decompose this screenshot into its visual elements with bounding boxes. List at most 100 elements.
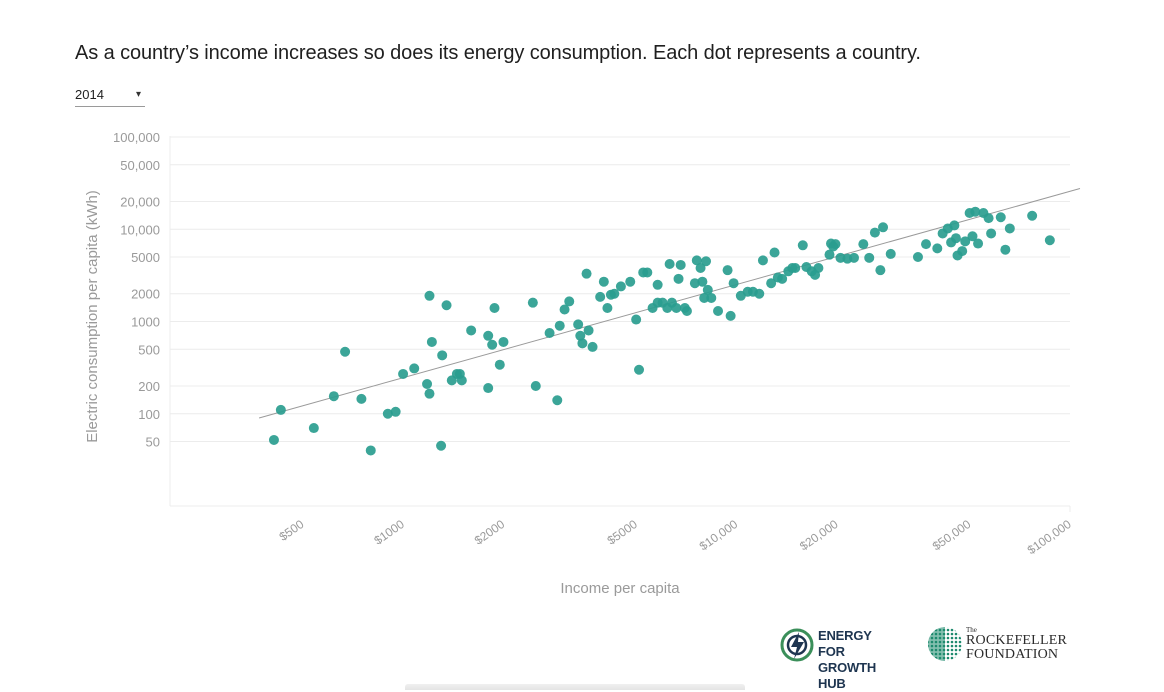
country-point[interactable] — [409, 363, 420, 374]
country-point[interactable] — [441, 300, 452, 311]
country-point[interactable] — [365, 445, 376, 456]
country-point[interactable] — [754, 288, 765, 299]
country-point[interactable] — [530, 380, 541, 391]
country-point[interactable] — [356, 393, 367, 404]
country-point[interactable] — [527, 297, 538, 308]
country-point[interactable] — [390, 406, 401, 417]
country-point[interactable] — [642, 267, 653, 278]
country-point[interactable] — [689, 278, 700, 289]
country-point[interactable] — [595, 291, 606, 302]
country-point[interactable] — [912, 252, 923, 263]
country-point[interactable] — [664, 259, 675, 270]
country-point[interactable] — [498, 336, 509, 347]
country-point[interactable] — [382, 408, 393, 419]
country-point[interactable] — [602, 303, 613, 314]
country-point[interactable] — [631, 314, 642, 325]
country-point[interactable] — [699, 292, 710, 303]
country-point[interactable] — [875, 265, 886, 276]
country-point[interactable] — [552, 395, 563, 406]
country-point[interactable] — [722, 265, 733, 276]
country-point[interactable] — [1004, 223, 1015, 234]
country-point[interactable] — [973, 238, 984, 249]
country-point[interactable] — [577, 338, 588, 349]
country-point[interactable] — [950, 233, 961, 244]
country-point[interactable] — [625, 276, 636, 287]
country-point[interactable] — [869, 227, 880, 238]
country-point[interactable] — [652, 279, 663, 290]
country-point[interactable] — [598, 276, 609, 287]
country-point[interactable] — [878, 222, 889, 233]
country-point[interactable] — [949, 220, 960, 231]
country-point[interactable] — [921, 239, 932, 250]
country-point[interactable] — [483, 383, 494, 394]
country-point[interactable] — [398, 368, 409, 379]
country-point[interactable] — [308, 423, 319, 434]
country-point[interactable] — [634, 364, 645, 375]
country-point[interactable] — [830, 239, 841, 250]
country-point[interactable] — [424, 388, 435, 399]
country-point[interactable] — [995, 212, 1006, 223]
country-point[interactable] — [970, 206, 981, 217]
country-point[interactable] — [1044, 235, 1055, 246]
country-point[interactable] — [697, 276, 708, 287]
country-point[interactable] — [932, 243, 943, 254]
country-point[interactable] — [1000, 244, 1011, 255]
country-point[interactable] — [615, 281, 626, 292]
country-point[interactable] — [456, 375, 467, 386]
country-point[interactable] — [489, 303, 500, 314]
country-point[interactable] — [813, 263, 824, 274]
country-point[interactable] — [675, 259, 686, 270]
country-point[interactable] — [967, 231, 978, 242]
country-point[interactable] — [483, 330, 494, 341]
country-point[interactable] — [713, 305, 724, 316]
country-point[interactable] — [957, 246, 968, 257]
country-point[interactable] — [671, 303, 682, 314]
country-point[interactable] — [609, 288, 620, 299]
country-point[interactable] — [769, 247, 780, 258]
country-point[interactable] — [268, 434, 279, 445]
country-point[interactable] — [706, 292, 717, 303]
country-point[interactable] — [426, 336, 437, 347]
country-point[interactable] — [340, 346, 351, 357]
country-point[interactable] — [790, 263, 801, 274]
country-point[interactable] — [864, 252, 875, 263]
country-point[interactable] — [583, 325, 594, 336]
country-point[interactable] — [824, 249, 835, 260]
country-point[interactable] — [559, 304, 570, 315]
country-point[interactable] — [466, 325, 477, 336]
country-point[interactable] — [725, 310, 736, 321]
country-point[interactable] — [702, 284, 713, 295]
country-point[interactable] — [691, 255, 702, 266]
country-point[interactable] — [275, 404, 286, 415]
country-point[interactable] — [673, 273, 684, 284]
country-point[interactable] — [487, 339, 498, 350]
country-point[interactable] — [885, 248, 896, 259]
country-point[interactable] — [587, 341, 598, 352]
country-point[interactable] — [436, 440, 447, 451]
country-point[interactable] — [960, 236, 971, 247]
country-point[interactable] — [575, 330, 586, 341]
country-point[interactable] — [797, 240, 808, 251]
country-point[interactable] — [777, 273, 788, 284]
country-point[interactable] — [554, 320, 565, 331]
country-point[interactable] — [573, 319, 584, 330]
country-point[interactable] — [766, 278, 777, 289]
country-point[interactable] — [564, 296, 575, 307]
country-point[interactable] — [494, 359, 505, 370]
country-point[interactable] — [328, 391, 339, 402]
country-point[interactable] — [728, 278, 739, 289]
country-point[interactable] — [1027, 210, 1038, 221]
year-dropdown[interactable]: 2014 ▾ — [75, 84, 145, 107]
country-point[interactable] — [701, 256, 712, 267]
country-point[interactable] — [858, 239, 869, 250]
country-point[interactable] — [983, 213, 994, 224]
country-point[interactable] — [437, 350, 448, 361]
country-point[interactable] — [544, 328, 555, 339]
country-point[interactable] — [581, 268, 592, 279]
country-point[interactable] — [695, 263, 706, 274]
country-point[interactable] — [986, 228, 997, 239]
country-point[interactable] — [681, 305, 692, 316]
country-point[interactable] — [848, 252, 859, 263]
country-point[interactable] — [424, 290, 435, 301]
country-point[interactable] — [757, 255, 768, 266]
